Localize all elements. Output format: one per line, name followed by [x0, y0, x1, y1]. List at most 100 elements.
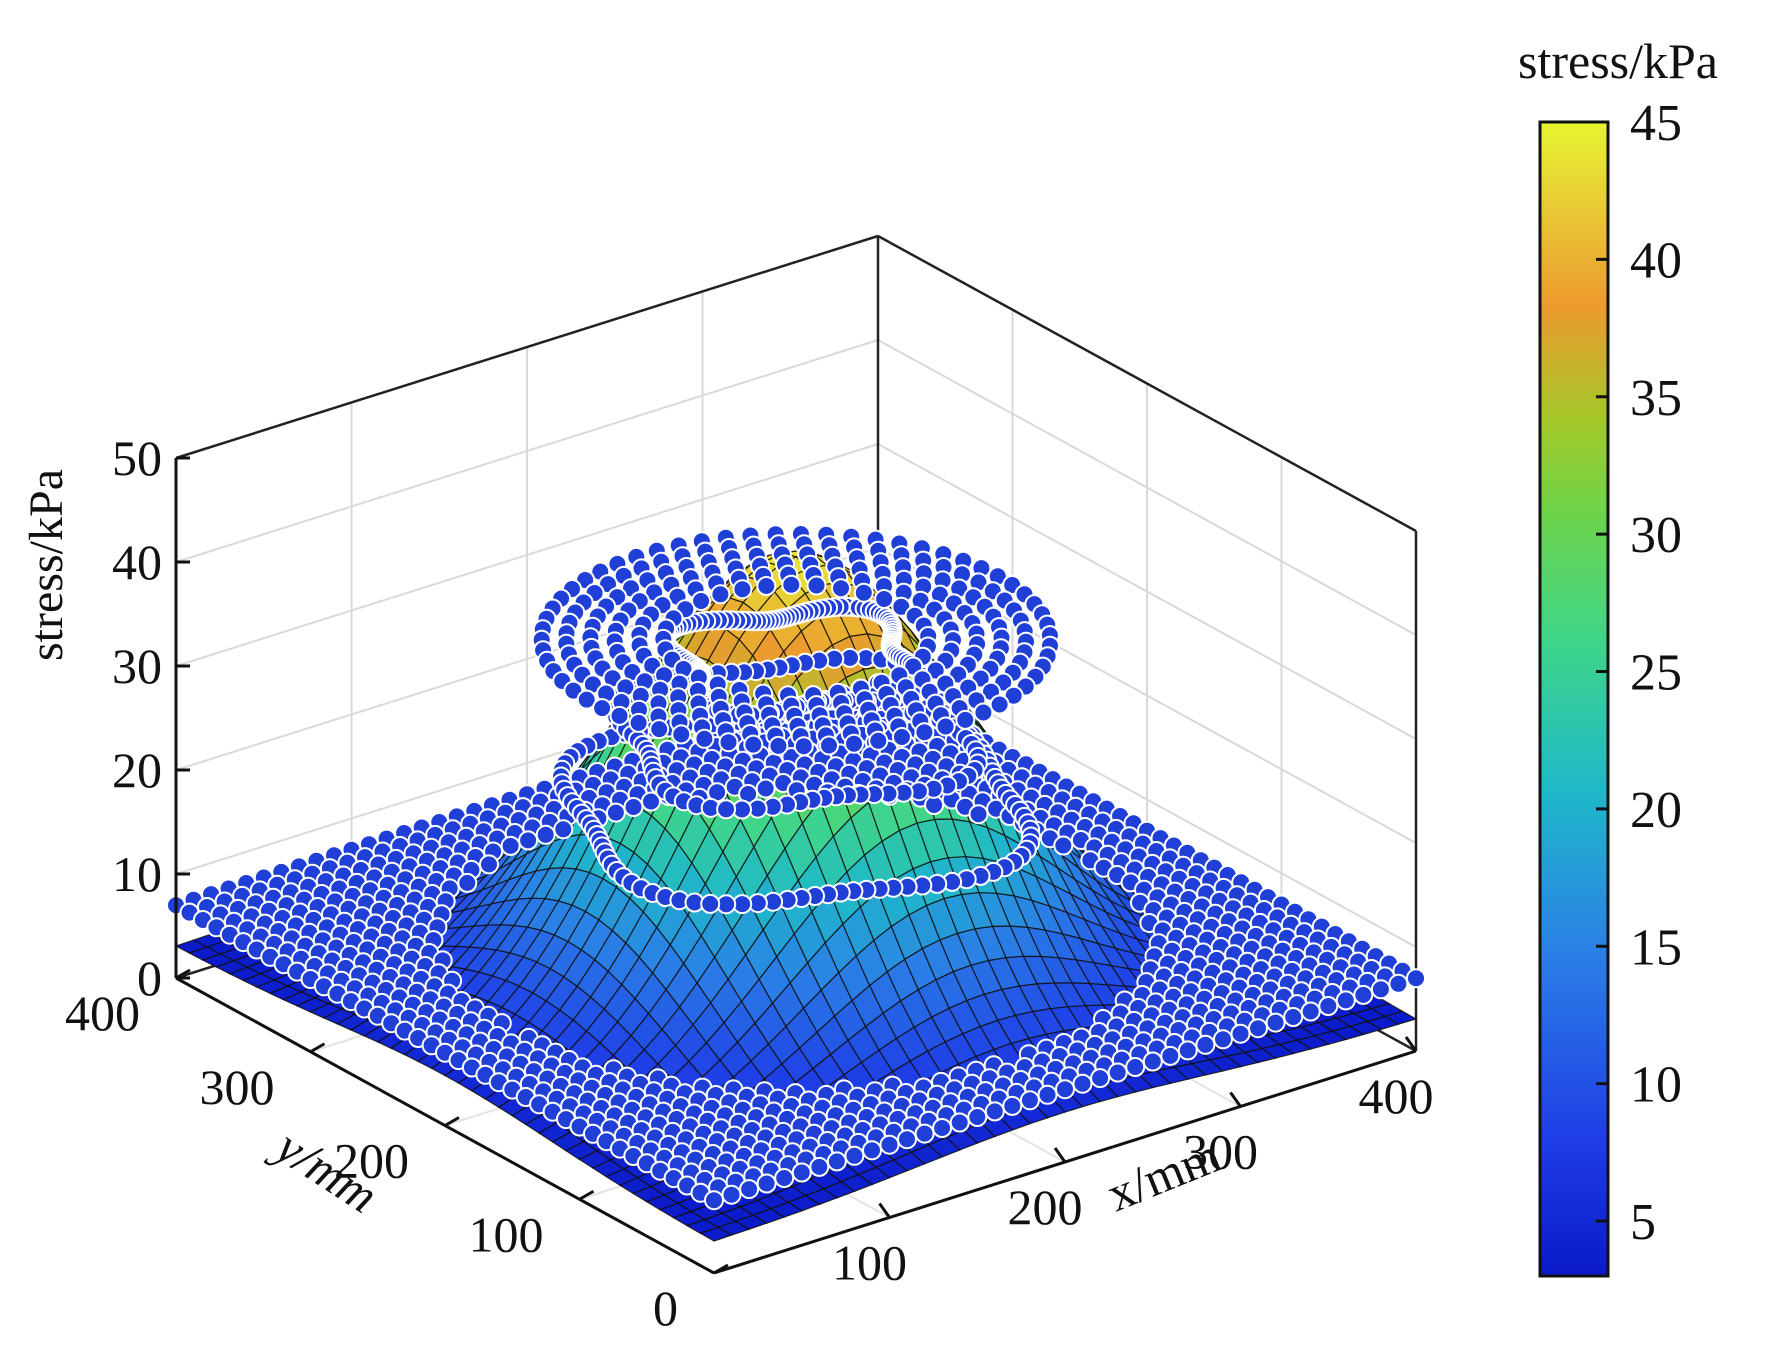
measured-point — [809, 1156, 830, 1177]
x-tick-mark — [1053, 1147, 1067, 1163]
measured-point — [891, 727, 912, 747]
y-tick-mark — [444, 1116, 460, 1127]
measured-point — [967, 1107, 988, 1127]
measured-point — [1265, 1012, 1286, 1033]
measured-point — [743, 734, 764, 755]
x-tick-mark — [878, 1202, 891, 1219]
measured-point — [694, 728, 715, 749]
measured-point — [500, 835, 521, 856]
measured-point — [831, 578, 851, 599]
measured-point — [791, 1162, 812, 1183]
measured-point — [1213, 1029, 1233, 1050]
z-tick-label: 50 — [112, 430, 162, 486]
measured-point — [932, 1118, 953, 1138]
measured-point — [1090, 1068, 1111, 1089]
measured-point — [704, 1190, 724, 1211]
measured-point — [628, 712, 649, 733]
measured-point — [671, 724, 692, 745]
measured-point — [1388, 973, 1409, 994]
measured-point — [844, 733, 864, 754]
measured-point — [1370, 979, 1391, 1000]
measured-point — [806, 575, 827, 596]
measured-point — [874, 589, 895, 609]
z-axis-label: stress/kPa — [20, 469, 73, 661]
x-axis-label: x/mm — [1099, 1126, 1228, 1222]
colorbar-tick-label: 40 — [1630, 232, 1682, 289]
measured-point — [732, 579, 753, 600]
measured-point — [1353, 984, 1374, 1005]
measured-point — [862, 1140, 882, 1161]
measured-point — [844, 1145, 865, 1166]
measured-point — [716, 799, 737, 820]
measured-point — [710, 584, 731, 605]
measured-point — [897, 1129, 917, 1150]
measured-point — [605, 802, 626, 823]
measured-point — [914, 722, 935, 743]
y-tick-label: 100 — [469, 1206, 544, 1262]
colorbar-tick-label: 20 — [1630, 782, 1682, 839]
z-tick-label: 20 — [112, 742, 162, 798]
y-tick-mark — [713, 1263, 729, 1275]
measured-point — [756, 576, 777, 596]
measured-point — [879, 1134, 900, 1155]
z-tick-label: 30 — [112, 638, 162, 694]
measured-point — [781, 574, 802, 595]
colorbar-tick-label: 15 — [1630, 919, 1682, 976]
measured-point — [1335, 990, 1356, 1011]
measured-point — [1019, 1090, 1040, 1111]
colorbar-tick-label: 45 — [1630, 95, 1682, 152]
measured-point — [592, 698, 613, 719]
measured-point — [1318, 996, 1339, 1016]
x-tick-label: 200 — [1008, 1179, 1083, 1235]
measured-point — [1142, 1051, 1163, 1072]
y-tick-mark — [578, 1189, 595, 1201]
axis-front-frame — [174, 456, 1418, 1275]
measured-point — [623, 797, 644, 817]
x-tick-label: 300 — [1183, 1124, 1258, 1180]
measured-point — [718, 732, 739, 753]
measured-point — [1055, 1079, 1075, 1100]
measured-point — [1002, 1095, 1023, 1116]
x-tick-mark — [1404, 1036, 1418, 1052]
measured-point — [768, 735, 789, 756]
measured-point — [755, 778, 776, 799]
colorbar-label: stress/kPa — [1518, 33, 1718, 89]
y-tick-label: 0 — [653, 1280, 678, 1336]
measured-point — [819, 735, 839, 756]
measured-point — [1300, 1001, 1321, 1022]
measured-point — [868, 730, 889, 751]
colorbar-tick-label: 25 — [1630, 645, 1682, 702]
measured-point — [973, 702, 994, 723]
measured-point — [739, 1179, 760, 1200]
y-tick-label: 400 — [65, 985, 140, 1041]
measured-points — [166, 524, 1426, 1211]
y-tick-mark — [175, 968, 191, 980]
measured-point — [1003, 685, 1024, 706]
measured-point — [793, 736, 814, 757]
measured-point — [649, 719, 670, 740]
measured-point — [1107, 1062, 1128, 1083]
colorbar-tick-label: 5 — [1630, 1194, 1656, 1251]
colorbar-tick-label: 10 — [1630, 1057, 1682, 1114]
z-tick-label: 10 — [112, 846, 162, 902]
measured-point — [1406, 968, 1426, 989]
measured-point — [756, 1173, 777, 1194]
measured-point — [1177, 1040, 1198, 1061]
measured-point — [1072, 1073, 1093, 1094]
measured-point — [1125, 1057, 1146, 1077]
z-tick-label: 40 — [112, 534, 162, 590]
measured-point — [691, 591, 712, 611]
measured-point — [1160, 1045, 1181, 1066]
measured-point — [518, 830, 539, 851]
measured-point — [853, 582, 874, 603]
colorbar: stress/kPa 5 10 15 20 25 30 35 40 45 — [1518, 33, 1718, 1278]
measured-point — [700, 893, 721, 914]
measured-point — [1283, 1007, 1304, 1027]
measured-point — [1037, 1084, 1058, 1105]
measured-point — [989, 694, 1010, 715]
measured-point — [479, 854, 499, 875]
measured-point — [1053, 835, 1074, 856]
